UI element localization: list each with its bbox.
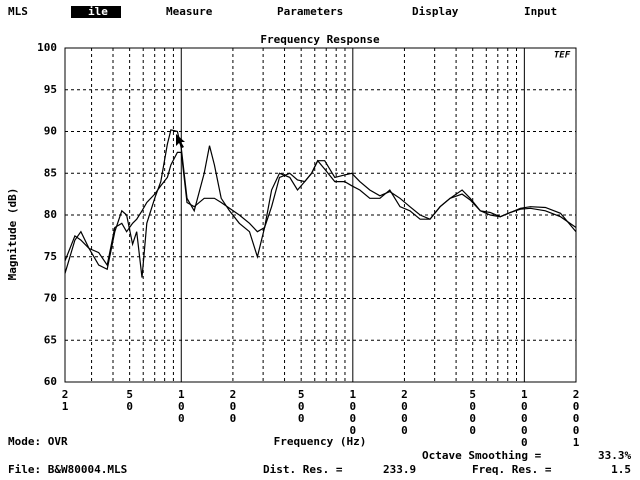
y-tick-label: 90 xyxy=(44,125,57,138)
freq-res-value: 1.5 xyxy=(611,463,631,476)
y-tick-label: 70 xyxy=(44,292,57,305)
dist-res-value: 233.9 xyxy=(383,463,416,476)
response-curve xyxy=(64,129,577,278)
x-tick-label: 1000 xyxy=(346,388,359,436)
x-tick-label: 10000 xyxy=(518,388,531,448)
logo: TEF xyxy=(554,51,571,61)
y-tick-label: 60 xyxy=(44,375,57,388)
y-tick-label: 80 xyxy=(44,208,57,221)
menu-item[interactable]: Display xyxy=(412,5,459,18)
mode: Mode: OVR xyxy=(8,435,68,448)
y-tick-label: 85 xyxy=(44,166,57,179)
x-axis-label: Frequency (Hz) xyxy=(274,435,367,448)
smoothing-label: Octave Smoothing = xyxy=(422,449,542,462)
x-tick-label: 2000 xyxy=(398,388,411,436)
menu-item[interactable]: MLS xyxy=(8,5,28,18)
y-tick-label: 75 xyxy=(44,250,57,263)
x-tick-label: 200 xyxy=(226,388,239,424)
menu-item[interactable]: Input xyxy=(524,5,557,18)
menu-highlight xyxy=(71,6,121,18)
chart-title: Frequency Response xyxy=(260,33,380,46)
menu-item[interactable]: Parameters xyxy=(277,5,343,18)
y-tick-label: 95 xyxy=(44,83,57,96)
freq-res-label: Freq. Res. = xyxy=(472,463,552,476)
y-axis-label: Magnitude (dB) xyxy=(6,188,19,281)
y-tick-label: 100 xyxy=(37,41,57,54)
x-tick-label: 50 xyxy=(123,388,136,412)
x-tick-label: 20001 xyxy=(570,388,583,448)
response-curve xyxy=(64,151,577,267)
x-tick-label: 21 xyxy=(59,388,72,412)
menu-item[interactable]: ile xyxy=(88,5,108,18)
menu-item[interactable]: Measure xyxy=(166,5,213,18)
smoothing-value: 33.3% xyxy=(598,449,631,462)
plot-frame xyxy=(64,47,577,383)
y-tick-label: 65 xyxy=(44,333,57,346)
x-tick-label: 100 xyxy=(175,388,188,424)
x-tick-label: 5000 xyxy=(466,388,479,436)
x-tick-label: 500 xyxy=(295,388,308,424)
file: File: B&W80004.MLS xyxy=(8,463,127,476)
dist-res-label: Dist. Res. = xyxy=(263,463,343,476)
